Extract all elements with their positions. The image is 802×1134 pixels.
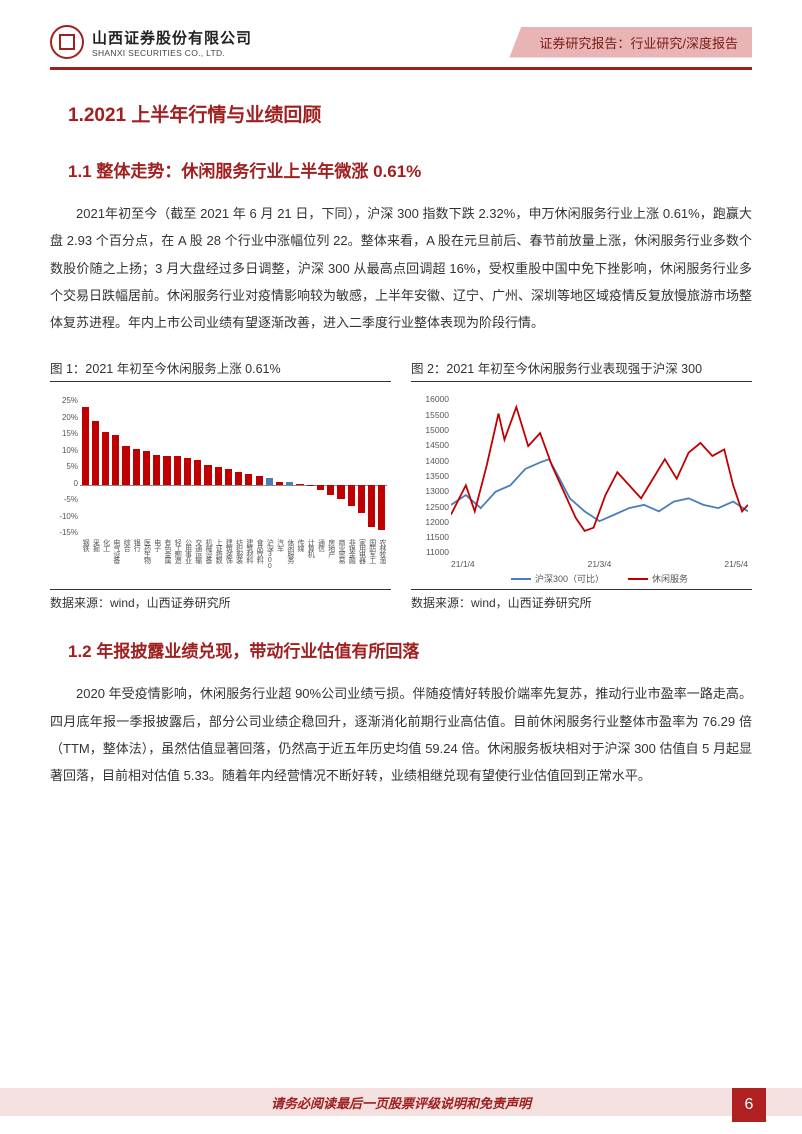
page-footer: 请务必阅读最后一页股票评级说明和免责声明 — [0, 1088, 802, 1116]
chart-1-xaxis: 钢铁采掘化工电气设备综合银行医药生物电子有色金属轻工制造公用事业交通运输机械设备… — [80, 539, 387, 585]
chart-1-title-line — [50, 381, 391, 382]
page-header: 山西证券股份有限公司 SHANXI SECURITIES CO., LTD. 证… — [50, 25, 752, 59]
page-number-badge: 6 — [732, 1088, 766, 1122]
chart-2-source: 数据来源：wind，山西证券研究所 — [411, 589, 752, 611]
company-logo-block: 山西证券股份有限公司 SHANXI SECURITIES CO., LTD. — [50, 25, 252, 59]
company-logo-icon — [50, 25, 84, 59]
chart-2-title-line — [411, 381, 752, 382]
chart-1-source: 数据来源：wind，山西证券研究所 — [50, 589, 391, 611]
chart-2-yaxis: 1600015500150001450014000135001300012500… — [411, 394, 449, 557]
chart-2-box: 1600015500150001450014000135001300012500… — [411, 390, 752, 585]
chart-2-xaxis: 21/1/421/3/421/5/4 — [451, 559, 748, 569]
section-heading-1: 1.2021 上半年行情与业绩回顾 — [68, 100, 752, 127]
paragraph-1: 2021年初至今（截至 2021 年 6 月 21 日，下同），沪深 300 指… — [50, 200, 752, 336]
page-body: 山西证券股份有限公司 SHANXI SECURITIES CO., LTD. 证… — [0, 0, 802, 790]
chart-2-column: 图 2：2021 年初至今休闲服务行业表现强于沪深 300 1600015500… — [411, 358, 752, 611]
chart-2-plot — [451, 394, 748, 557]
chart-1-plot — [80, 396, 387, 537]
chart-1-box: 25%20%15%10%5%0-5%-10%-15% 钢铁采掘化工电气设备综合银… — [50, 390, 391, 585]
subsection-heading-1-2: 1.2 年报披露业绩兑现，带动行业估值有所回落 — [68, 637, 752, 662]
footer-disclaimer: 请务必阅读最后一页股票评级说明和免责声明 — [271, 1093, 531, 1112]
header-divider — [50, 67, 752, 70]
report-tag: 证券研究报告：行业研究/深度报告 — [509, 27, 752, 58]
subsection-heading-1-1: 1.1 整体走势：休闲服务行业上半年微涨 0.61% — [68, 157, 752, 182]
chart-2-legend: 沪深300（可比）休闲服务 — [451, 572, 748, 585]
chart-1-column: 图 1：2021 年初至今休闲服务上涨 0.61% 25%20%15%10%5%… — [50, 358, 391, 611]
chart-2-svg — [451, 394, 748, 557]
charts-row: 图 1：2021 年初至今休闲服务上涨 0.61% 25%20%15%10%5%… — [50, 358, 752, 611]
chart-2-title: 图 2：2021 年初至今休闲服务行业表现强于沪深 300 — [411, 358, 752, 377]
chart-1-title: 图 1：2021 年初至今休闲服务上涨 0.61% — [50, 358, 391, 377]
paragraph-2: 2020 年受疫情影响，休闲服务行业超 90%公司业绩亏损。伴随疫情好转股价端率… — [50, 680, 752, 789]
company-name-cn: 山西证券股份有限公司 — [92, 27, 252, 48]
chart-1-bars — [80, 396, 387, 537]
company-name-en: SHANXI SECURITIES CO., LTD. — [92, 48, 252, 58]
chart-1-yaxis: 25%20%15%10%5%0-5%-10%-15% — [50, 396, 78, 537]
